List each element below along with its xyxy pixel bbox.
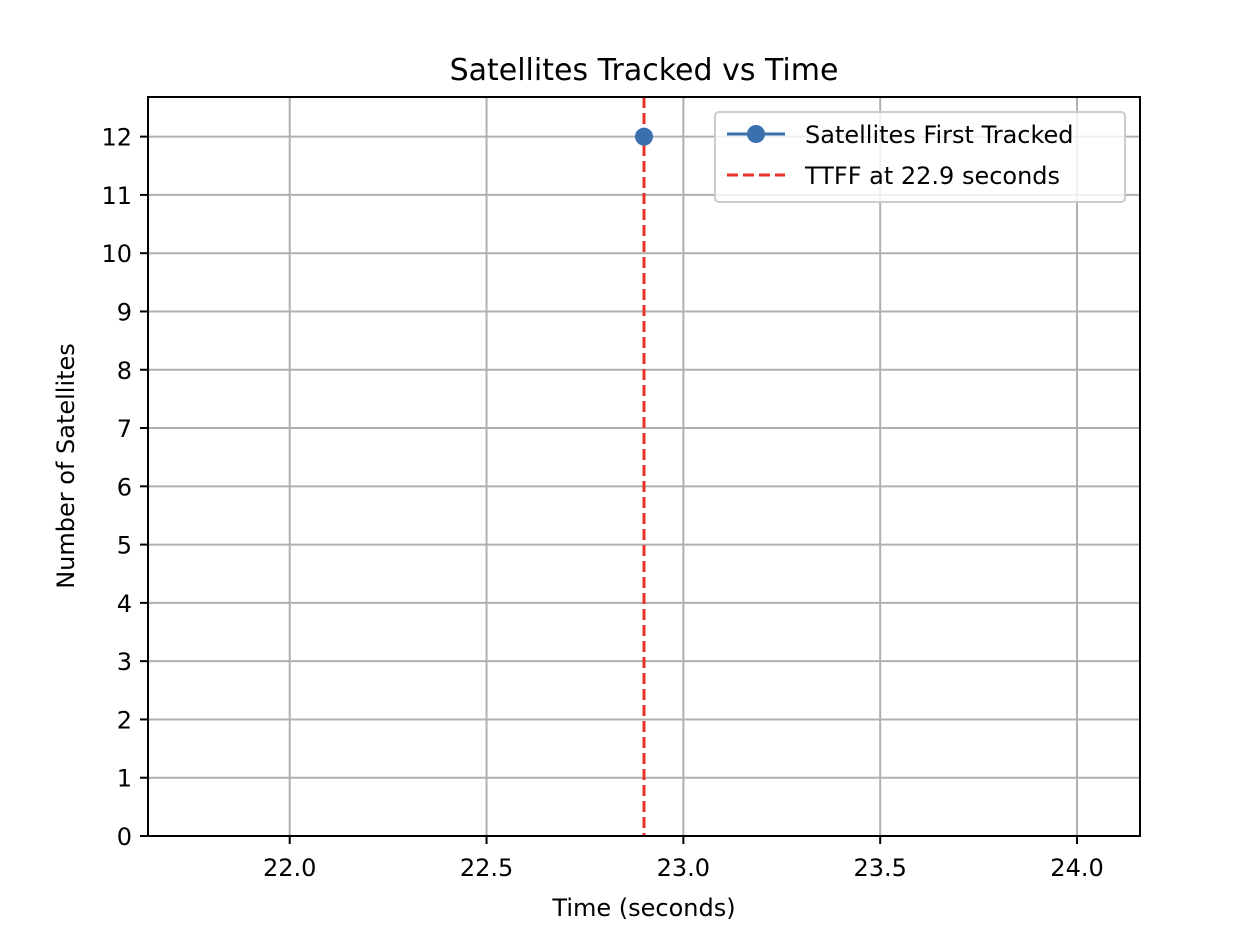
y-tick-label: 8	[117, 357, 132, 385]
y-tick-label: 9	[117, 298, 132, 326]
legend: Satellites First Tracked TTFF at 22.9 sec…	[714, 111, 1126, 203]
y-axis-label: Number of Satellites	[52, 343, 80, 589]
y-tick-label: 5	[117, 532, 132, 560]
x-tick-label: 22.0	[263, 854, 316, 882]
x-tick-label: 23.0	[657, 854, 710, 882]
y-tick-label: 1	[117, 765, 132, 793]
x-axis-label: Time (seconds)	[551, 894, 735, 922]
y-tick-label: 3	[117, 648, 132, 676]
legend-label: TTFF at 22.9 seconds	[804, 162, 1060, 190]
y-tick-label: 6	[117, 473, 132, 501]
x-tick-label: 22.5	[460, 854, 513, 882]
y-tick-label: 7	[117, 415, 132, 443]
plot-frame	[147, 96, 1141, 837]
y-tick-label: 12	[101, 124, 132, 152]
plot-data	[635, 97, 653, 836]
legend-series-marker-swatch	[747, 125, 765, 143]
y-tick-label: 10	[101, 240, 132, 268]
chart-title: Satellites Tracked vs Time	[450, 53, 839, 88]
y-tick-label: 0	[117, 823, 132, 851]
y-tick-label: 2	[117, 706, 132, 734]
y-tick-label: 4	[117, 590, 132, 618]
x-tick-label: 24.0	[1050, 854, 1103, 882]
y-tick-label: 11	[101, 182, 132, 210]
x-tick-label: 23.5	[853, 854, 906, 882]
data-point	[635, 127, 653, 146]
legend-label: Satellites First Tracked	[805, 121, 1074, 149]
legend-box	[714, 111, 1126, 203]
